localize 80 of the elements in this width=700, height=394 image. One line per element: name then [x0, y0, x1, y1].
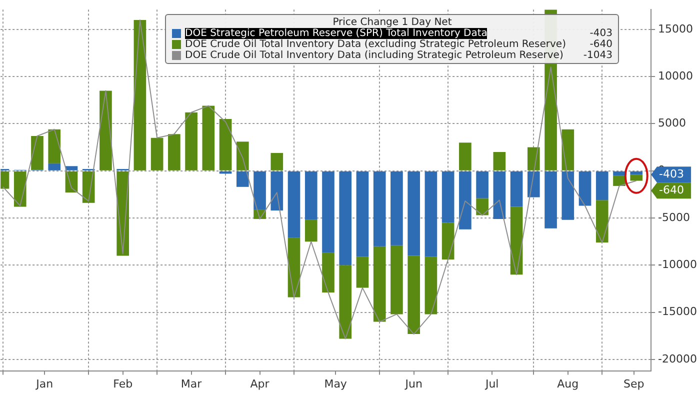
bar	[14, 171, 26, 207]
bar	[150, 138, 164, 170]
bar	[236, 171, 249, 187]
bar	[510, 171, 523, 207]
bar	[48, 129, 61, 164]
bar	[442, 222, 454, 260]
x-tick-label: Feb	[113, 377, 133, 390]
bar	[202, 106, 215, 170]
bar	[630, 171, 643, 175]
bar	[630, 174, 643, 181]
y-tick-label: -5000	[658, 210, 690, 224]
bar	[459, 171, 472, 230]
bar	[493, 152, 506, 170]
bar	[562, 171, 574, 220]
x-tick-label: Jun	[404, 377, 422, 390]
bar	[476, 198, 488, 216]
bar	[356, 256, 369, 288]
legend-title: Price Change 1 Day Net	[332, 17, 453, 28]
y-tick-label: -15000	[658, 305, 698, 318]
bar	[82, 171, 95, 203]
bar	[304, 171, 318, 220]
bar	[578, 171, 592, 206]
bar	[134, 20, 146, 170]
annotation: -640	[588, 39, 612, 50]
x-tick-label: Mar	[180, 377, 202, 390]
bar	[390, 245, 403, 314]
bar	[562, 129, 574, 170]
bar	[459, 142, 472, 170]
bar	[613, 176, 626, 186]
bar	[442, 171, 454, 223]
bar	[270, 152, 284, 170]
y-tick-label: 15000	[658, 22, 694, 36]
bar	[304, 220, 318, 242]
bar	[596, 200, 608, 243]
y-tick-label: 10000	[658, 69, 694, 82]
bar	[424, 171, 438, 257]
x-tick-label: Aug	[557, 377, 579, 390]
bar	[408, 171, 420, 256]
annotation: -403	[588, 28, 612, 39]
bar	[288, 171, 300, 238]
bar	[65, 166, 78, 170]
bar	[339, 265, 352, 339]
x-tick-label: Jan	[35, 377, 54, 390]
bar	[168, 134, 180, 170]
bar	[48, 163, 61, 170]
bar	[373, 246, 386, 322]
bar	[527, 171, 540, 198]
bar	[390, 171, 403, 246]
x-tick-label: May	[324, 377, 348, 390]
text: -403	[659, 168, 684, 181]
y-tick-label: -20000	[658, 352, 698, 366]
legend-label: DOE Strategic Petroleum Reserve (SPR) Total Inventory Data	[185, 28, 488, 39]
legend-label: DOE Crude Oil Total Inventory Data (excluding Strategic Petroleum Reserve)	[185, 39, 566, 50]
bar	[339, 171, 352, 266]
x-tick-label: Apr	[250, 377, 270, 390]
text: -640	[659, 184, 684, 197]
bar	[510, 206, 523, 275]
bar	[596, 171, 608, 200]
bar	[544, 171, 557, 228]
bar	[185, 112, 198, 170]
bar	[476, 171, 488, 198]
y-tick-label: 5000	[658, 116, 686, 130]
bar	[493, 171, 506, 219]
legend-label: DOE Crude Oil Total Inventory Data (including Strategic Petroleum Reserve)	[185, 50, 564, 61]
bar	[424, 256, 438, 314]
x-tick-label: Jul	[484, 377, 499, 390]
bar	[356, 171, 369, 257]
bar	[322, 252, 334, 293]
bar	[270, 171, 284, 210]
y-tick-label: -10000	[658, 258, 698, 272]
bar	[254, 171, 266, 210]
bar	[373, 171, 386, 246]
x-tick-label: Sep	[624, 377, 644, 390]
bar	[31, 136, 44, 170]
bar	[322, 171, 334, 253]
bar	[408, 256, 420, 334]
bar	[219, 119, 232, 170]
bar	[527, 147, 540, 170]
bar	[236, 142, 249, 170]
annotation: -1043	[582, 50, 612, 61]
